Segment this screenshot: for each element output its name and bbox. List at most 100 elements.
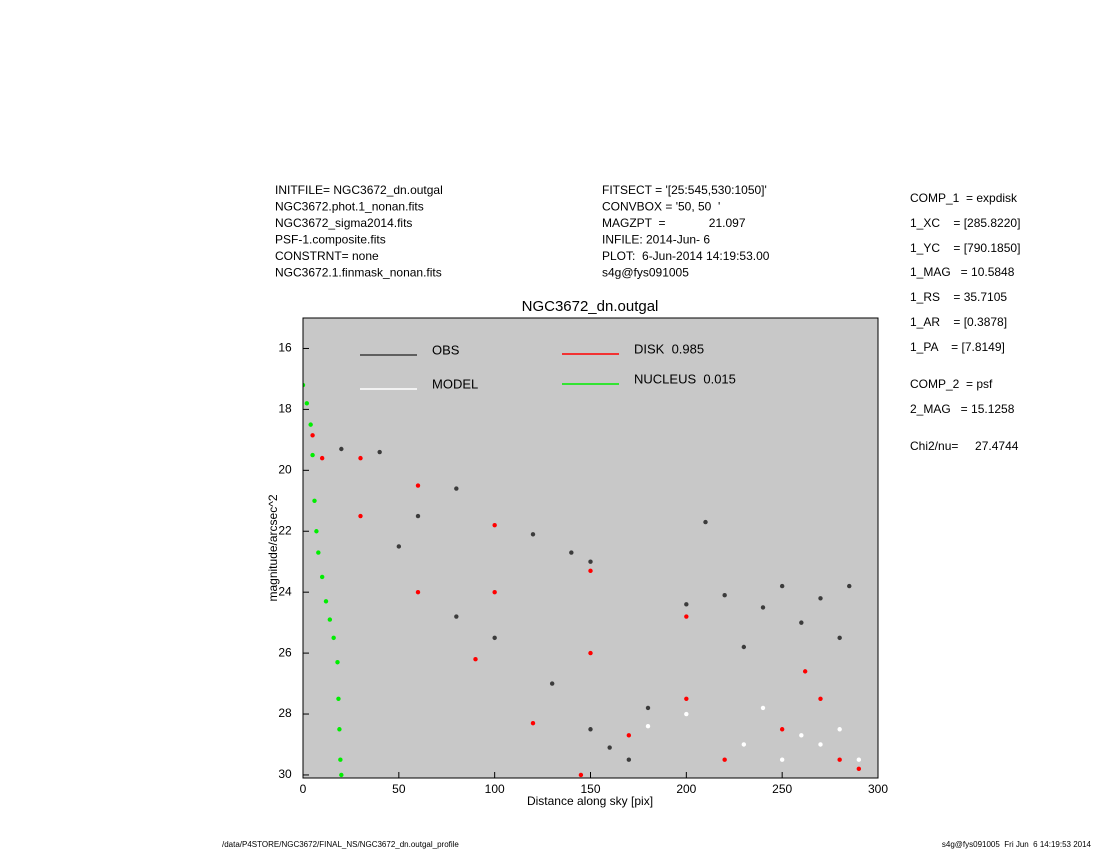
point bbox=[626, 733, 632, 738]
point bbox=[802, 669, 808, 674]
point bbox=[303, 382, 306, 388]
header-middle-line: PLOT: 6-Jun-2014 14:19:53.00 bbox=[602, 249, 770, 263]
point bbox=[799, 733, 804, 738]
point bbox=[569, 550, 574, 555]
header-right-line: 1_YC = [790.1850] bbox=[910, 241, 1020, 255]
x-tick-label: 0 bbox=[300, 782, 307, 796]
y-tick-label: 26 bbox=[278, 645, 292, 659]
point bbox=[492, 522, 497, 528]
point bbox=[837, 727, 842, 732]
footer-right: s4g@fys091005 Fri Jun 6 14:19:53 2014 bbox=[942, 840, 1092, 849]
point bbox=[856, 757, 862, 762]
point bbox=[396, 544, 402, 549]
point bbox=[492, 589, 497, 595]
header-left-line: CONSTRNT= none bbox=[275, 249, 379, 263]
point bbox=[684, 696, 689, 701]
point bbox=[588, 727, 593, 732]
header-right-line: 1_MAG = 10.5848 bbox=[910, 265, 1015, 279]
point bbox=[607, 745, 612, 750]
y-tick-label: 28 bbox=[278, 706, 292, 720]
x-tick-label: 150 bbox=[580, 782, 600, 796]
point bbox=[760, 605, 766, 610]
y-tick-label: 20 bbox=[278, 462, 292, 476]
point bbox=[722, 757, 727, 762]
x-tick-label: 300 bbox=[868, 782, 888, 796]
point bbox=[310, 452, 315, 458]
header-left-line: INITFILE= NGC3672_dn.outgal bbox=[275, 183, 443, 197]
point bbox=[377, 449, 382, 455]
header-middle-line: FITSECT = '[25:545,530:1050]' bbox=[602, 183, 767, 197]
x-tick-label: 250 bbox=[772, 782, 792, 796]
point bbox=[818, 596, 823, 601]
point bbox=[530, 532, 536, 537]
point bbox=[331, 635, 336, 641]
chart-title: NGC3672_dn.outgal bbox=[522, 298, 659, 315]
point bbox=[818, 742, 823, 747]
y-axis-label: magnitude/arcsec^2 bbox=[266, 494, 280, 601]
point bbox=[779, 757, 785, 762]
header-right-line: 1_PA = [7.8149] bbox=[910, 340, 1005, 354]
header-right-line: COMP_2 = psf bbox=[910, 377, 993, 391]
point bbox=[304, 401, 310, 406]
point bbox=[415, 483, 421, 488]
x-axis-label: Distance along sky [pix] bbox=[527, 794, 653, 808]
y-tick-label: 30 bbox=[278, 767, 292, 781]
point bbox=[492, 635, 497, 641]
y-tick-label: 16 bbox=[278, 341, 292, 355]
point bbox=[722, 593, 727, 598]
point bbox=[338, 757, 343, 762]
header-middle-line: CONVBOX = '50, 50 ' bbox=[602, 200, 720, 214]
y-tick-label: 22 bbox=[278, 523, 292, 537]
footer-left: /data/P4STORE/NGC3672/FINAL_NS/NGC3672_d… bbox=[222, 840, 459, 849]
point bbox=[339, 772, 344, 778]
point bbox=[319, 574, 325, 580]
point bbox=[588, 650, 593, 656]
point bbox=[319, 455, 325, 461]
legend-label: OBS bbox=[432, 342, 460, 357]
point bbox=[473, 656, 478, 662]
header-middle-line: INFILE: 2014-Jun- 6 bbox=[602, 233, 710, 247]
point bbox=[837, 635, 842, 641]
legend-label: MODEL bbox=[432, 376, 478, 391]
header-left-line: PSF-1.composite.fits bbox=[275, 233, 386, 247]
point bbox=[645, 724, 651, 729]
header-left-line: NGC3672.1.finmask_nonan.fits bbox=[275, 266, 442, 280]
header-left-line: NGC3672.phot.1_nonan.fits bbox=[275, 200, 424, 214]
point bbox=[335, 660, 340, 665]
point bbox=[818, 696, 823, 701]
point bbox=[530, 720, 536, 726]
point bbox=[684, 614, 689, 619]
point bbox=[358, 513, 363, 519]
header-left-line: NGC3672_sigma2014.fits bbox=[275, 216, 412, 230]
point bbox=[358, 455, 363, 461]
point bbox=[578, 772, 584, 778]
point bbox=[312, 498, 317, 503]
header-right-line: 2_MAG = 15.1258 bbox=[910, 402, 1015, 416]
point bbox=[454, 486, 459, 491]
point bbox=[415, 513, 421, 519]
point bbox=[308, 422, 313, 427]
point bbox=[337, 727, 342, 732]
point bbox=[645, 705, 651, 711]
point bbox=[799, 620, 804, 625]
point bbox=[314, 529, 319, 534]
point bbox=[588, 568, 593, 574]
header-right-line: 1_AR = [0.3878] bbox=[910, 315, 1007, 329]
point bbox=[837, 757, 842, 762]
plot-frame bbox=[302, 317, 879, 779]
point bbox=[703, 519, 708, 525]
point bbox=[741, 742, 747, 747]
point bbox=[847, 583, 852, 589]
point bbox=[327, 617, 333, 622]
header-middle-line: MAGZPT = 21.097 bbox=[602, 216, 746, 230]
point bbox=[684, 602, 689, 607]
point bbox=[454, 614, 459, 619]
point bbox=[316, 550, 321, 555]
point bbox=[779, 583, 785, 589]
header-right-line: 1_RS = 35.7105 bbox=[910, 290, 1007, 304]
point bbox=[779, 727, 785, 732]
point bbox=[323, 599, 329, 604]
point bbox=[415, 589, 421, 595]
header-middle-line: s4g@fys091005 bbox=[602, 266, 689, 280]
